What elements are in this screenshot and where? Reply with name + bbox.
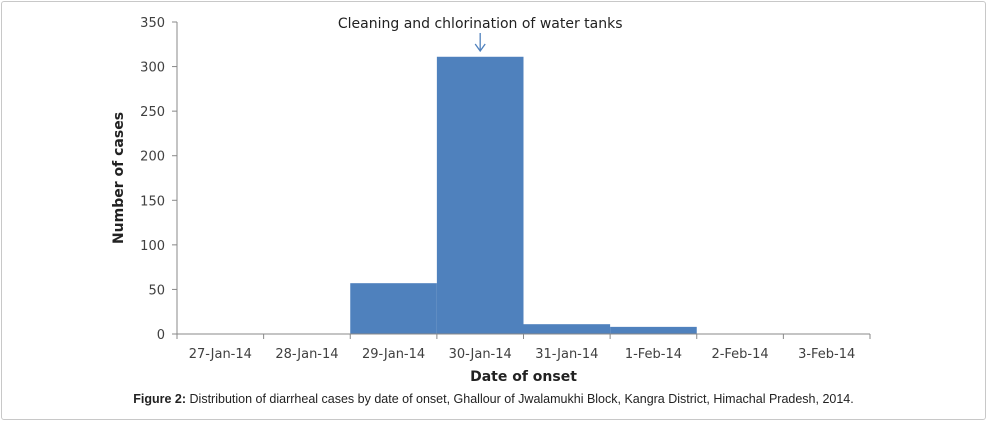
y-tick-label: 250 — [140, 105, 165, 120]
histogram-chart: 0 50 100 150 200 250 300 350 27-Jan-14 28-Jan-14 2… — [111, 16, 871, 385]
x-axis-title: Date of onset — [470, 369, 577, 385]
y-tick-label: 100 — [140, 239, 165, 254]
x-tick-label: 27-Jan-14 — [189, 347, 252, 362]
y-tick-label: 350 — [140, 16, 165, 31]
y-tick-label: 50 — [148, 283, 165, 298]
figure-caption: Figure 2: Distribution of diarrheal case… — [0, 392, 987, 406]
bar-30-Jan-14 — [436, 56, 524, 334]
y-tick-label: 150 — [140, 194, 165, 209]
x-tick-label: 2-Feb-14 — [711, 347, 768, 362]
caption-text: Distribution of diarrheal cases by date … — [186, 392, 854, 406]
bar-29-Jan-14 — [350, 283, 437, 334]
y-tick-label: 0 — [157, 328, 165, 343]
x-tick-label: 3-Feb-14 — [798, 347, 855, 362]
annotation-text: Cleaning and chlorination of water tanks — [338, 16, 623, 32]
y-tick-label: 200 — [140, 150, 165, 165]
x-tick-label: 1-Feb-14 — [625, 347, 682, 362]
x-tick-label: 30-Jan-14 — [449, 347, 512, 362]
y-axis-title: Number of cases — [111, 112, 127, 244]
x-tick-label: 29-Jan-14 — [362, 347, 425, 362]
x-tick-label: 31-Jan-14 — [535, 347, 598, 362]
y-tick-label: 300 — [140, 61, 165, 76]
x-tick-label: 28-Jan-14 — [275, 347, 338, 362]
annotation-arrow-head — [474, 43, 486, 53]
bar-31-Jan-14 — [523, 324, 611, 334]
bar-1-Feb-14 — [610, 326, 697, 334]
caption-label: Figure 2: — [133, 392, 187, 406]
